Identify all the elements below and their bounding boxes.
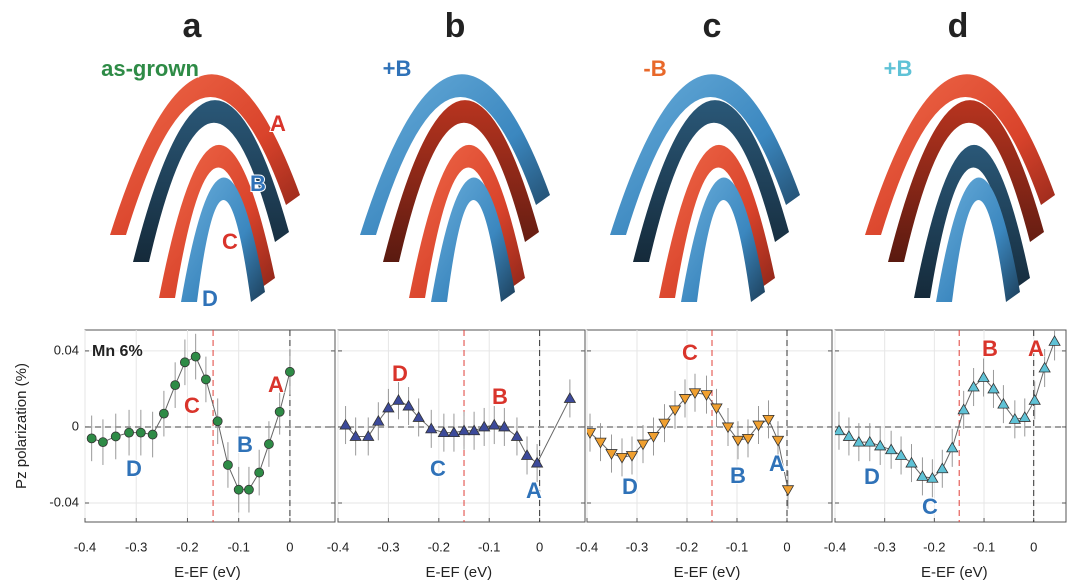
condition-label: -B	[643, 56, 666, 81]
x-tick-label: -0.2	[176, 539, 198, 554]
data-point	[125, 428, 134, 437]
x-axis-label: E-EF (eV)	[921, 564, 988, 581]
x-tick-label: -0.4	[74, 539, 96, 554]
x-axis-label: E-EF (eV)	[425, 564, 492, 581]
panel-letter: d	[948, 7, 969, 45]
band-label: D	[202, 286, 218, 311]
annotation: D	[126, 456, 142, 481]
band-label: C	[222, 229, 238, 254]
x-tick-label: 0	[536, 539, 543, 554]
annotation: A	[526, 478, 542, 503]
y-tick-label: 0	[72, 418, 79, 433]
y-tick-label: -0.04	[49, 494, 79, 509]
x-tick-label: -0.2	[923, 539, 945, 554]
annotation: C	[430, 456, 446, 481]
x-tick-label: -0.1	[227, 539, 249, 554]
data-point	[180, 358, 189, 367]
x-tick-label: -0.2	[676, 539, 698, 554]
x-tick-label: -0.3	[125, 539, 147, 554]
data-point	[98, 438, 107, 447]
x-tick-label: -0.1	[478, 539, 500, 554]
data-point	[171, 381, 180, 390]
panel-letter: b	[445, 7, 466, 45]
annotation: D	[622, 474, 638, 499]
data-point	[213, 417, 222, 426]
annotation: D	[864, 464, 880, 489]
annotation: C	[682, 340, 698, 365]
y-axis-label: Pz polarization (%)	[13, 363, 30, 489]
annotation: B	[492, 384, 508, 409]
annotation: C	[922, 494, 938, 519]
x-tick-label: 0	[1030, 539, 1037, 554]
annotation: D	[392, 361, 408, 386]
x-tick-label: -0.3	[873, 539, 895, 554]
data-point	[136, 428, 145, 437]
data-point	[87, 434, 96, 443]
annotation: Mn 6%	[92, 343, 143, 360]
condition-label: +B	[383, 56, 412, 81]
figure: aas-grownABCDb+Bc-Bd+B-0.4-0.3-0.2-0.10-…	[0, 0, 1068, 583]
condition-label: as-grown	[101, 56, 199, 81]
data-point	[148, 430, 157, 439]
x-axis-label: E-EF (eV)	[174, 564, 241, 581]
x-tick-label: 0	[783, 539, 790, 554]
data-point	[223, 460, 232, 469]
annotation: A	[268, 372, 284, 397]
annotation: A	[1028, 336, 1044, 361]
x-tick-label: -0.4	[327, 539, 349, 554]
annotation: B	[730, 463, 746, 488]
x-tick-label: -0.2	[428, 539, 450, 554]
data-point	[201, 375, 210, 384]
x-tick-label: -0.3	[377, 539, 399, 554]
annotation: C	[184, 393, 200, 418]
panel-letter: c	[703, 7, 722, 45]
data-point	[234, 485, 243, 494]
data-point	[159, 409, 168, 418]
data-point	[275, 407, 284, 416]
x-tick-label: -0.4	[576, 539, 598, 554]
annotation: A	[769, 451, 785, 476]
annotation: B	[982, 336, 998, 361]
band-label: A	[270, 111, 286, 136]
data-point	[285, 367, 294, 376]
band-label: B	[250, 171, 266, 196]
x-tick-label: -0.1	[726, 539, 748, 554]
data-point	[111, 432, 120, 441]
x-axis-label: E-EF (eV)	[674, 564, 741, 581]
x-tick-label: 0	[286, 539, 293, 554]
x-tick-label: -0.4	[824, 539, 846, 554]
data-point	[264, 440, 273, 449]
y-tick-label: 0.04	[54, 342, 79, 357]
data-point	[191, 352, 200, 361]
x-tick-label: -0.3	[626, 539, 648, 554]
data-point	[255, 468, 264, 477]
panel-letter: a	[183, 7, 203, 45]
x-tick-label: -0.1	[973, 539, 995, 554]
annotation: B	[237, 432, 253, 457]
data-point	[244, 485, 253, 494]
condition-label: +B	[884, 56, 913, 81]
